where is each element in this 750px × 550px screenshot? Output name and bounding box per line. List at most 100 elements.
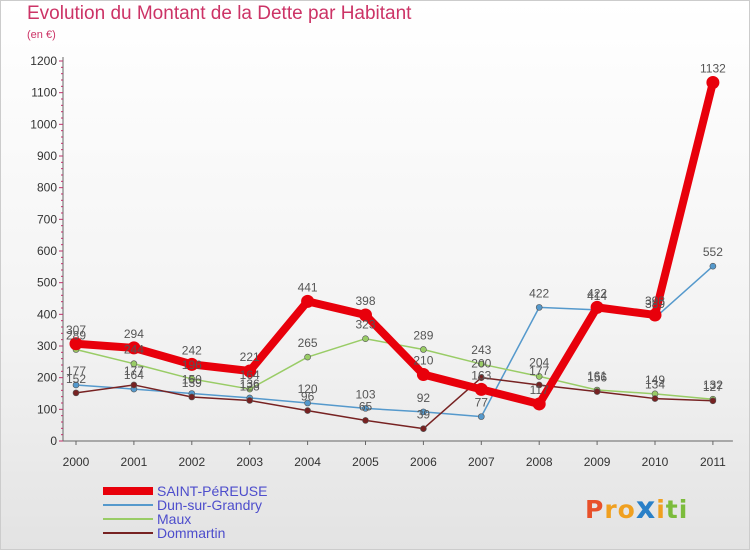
data-label: 210 bbox=[413, 354, 433, 368]
y-tick-label: 500 bbox=[37, 276, 57, 290]
data-label: 196 bbox=[182, 358, 202, 372]
legend-label: SAINT-PéREUSE bbox=[157, 483, 268, 499]
data-point bbox=[304, 407, 311, 414]
data-label: 92 bbox=[417, 391, 431, 405]
data-point bbox=[130, 360, 138, 368]
data-label: 244 bbox=[124, 343, 144, 357]
data-label: 398 bbox=[645, 294, 665, 308]
x-tick-label: 2002 bbox=[178, 455, 205, 469]
data-point bbox=[590, 300, 604, 314]
data-label: 77 bbox=[475, 396, 489, 410]
data-point bbox=[532, 397, 546, 411]
x-tick-label: 2000 bbox=[63, 455, 90, 469]
x-tick-label: 2004 bbox=[294, 455, 321, 469]
y-tick-label: 600 bbox=[37, 244, 57, 258]
y-tick-label: 900 bbox=[37, 149, 57, 163]
data-label: 221 bbox=[240, 350, 260, 364]
data-label: 177 bbox=[66, 364, 86, 378]
data-label: 132 bbox=[703, 378, 723, 392]
chart-subtitle: (en €) bbox=[27, 29, 56, 41]
x-tick-label: 2009 bbox=[584, 455, 611, 469]
data-point bbox=[246, 397, 253, 404]
y-tick-label: 0 bbox=[50, 434, 57, 448]
data-point bbox=[535, 381, 543, 389]
data-label: 136 bbox=[240, 377, 260, 391]
data-label: 422 bbox=[587, 286, 607, 300]
data-point bbox=[477, 413, 485, 420]
y-tick-label: 800 bbox=[37, 181, 57, 195]
legend-item: SAINT-PéREUSE bbox=[103, 483, 363, 499]
data-point bbox=[304, 399, 311, 407]
data-label: 289 bbox=[66, 328, 86, 342]
data-point bbox=[243, 364, 257, 378]
data-point bbox=[651, 395, 659, 402]
data-point bbox=[304, 353, 311, 361]
data-point bbox=[246, 385, 253, 393]
data-point bbox=[706, 76, 720, 90]
y-tick-label: 200 bbox=[37, 371, 57, 385]
legend-item: Dun-sur-Grandry bbox=[103, 497, 363, 513]
data-point bbox=[648, 308, 662, 322]
y-tick-label: 1100 bbox=[31, 86, 57, 100]
data-point bbox=[185, 357, 199, 371]
data-point bbox=[72, 389, 80, 397]
data-point bbox=[362, 417, 369, 424]
data-label: 265 bbox=[298, 336, 318, 350]
y-tick-label: 400 bbox=[37, 307, 57, 321]
data-label: 161 bbox=[587, 369, 607, 383]
x-tick-label: 2010 bbox=[642, 455, 669, 469]
data-point bbox=[477, 360, 485, 368]
data-point bbox=[69, 337, 83, 351]
data-point bbox=[362, 405, 369, 412]
data-label: 164 bbox=[124, 368, 144, 382]
data-label: 441 bbox=[298, 280, 318, 294]
data-point bbox=[593, 388, 601, 395]
data-label: 127 bbox=[703, 380, 723, 394]
data-label: 307 bbox=[66, 323, 86, 337]
data-point bbox=[130, 381, 138, 389]
proxiti-logo: Proxiti bbox=[585, 491, 689, 526]
y-tick-label: 1200 bbox=[30, 54, 57, 68]
data-label: 139 bbox=[182, 376, 202, 390]
data-point bbox=[474, 382, 488, 396]
data-point bbox=[709, 262, 717, 270]
data-label: 163 bbox=[471, 368, 491, 382]
x-tick-label: 2011 bbox=[700, 455, 726, 469]
data-point bbox=[359, 308, 372, 322]
x-tick-label: 2006 bbox=[410, 455, 437, 469]
chart-title: Evolution du Montant de la Dette par Hab… bbox=[27, 3, 412, 24]
x-tick-label: 2005 bbox=[352, 455, 379, 469]
data-label: 294 bbox=[124, 327, 144, 341]
data-label: 289 bbox=[413, 328, 433, 342]
data-point bbox=[420, 346, 427, 353]
data-label: 149 bbox=[645, 373, 665, 387]
data-label: 398 bbox=[355, 294, 375, 308]
data-point bbox=[709, 397, 717, 405]
data-label: 200 bbox=[471, 357, 491, 371]
data-point bbox=[535, 304, 543, 311]
legend-item: Dommartin bbox=[103, 525, 363, 541]
data-label: 414 bbox=[587, 289, 607, 303]
data-point bbox=[301, 294, 315, 308]
legend-label: Dun-sur-Grandry bbox=[157, 497, 263, 513]
data-label: 1132 bbox=[700, 62, 726, 76]
series-line bbox=[75, 376, 714, 430]
data-label: 150 bbox=[182, 373, 202, 387]
data-point bbox=[477, 374, 485, 381]
data-label: 422 bbox=[529, 286, 549, 300]
legend: SAINT-PéREUSE Dun-sur-Grandry Maux Domma… bbox=[103, 483, 363, 541]
legend-swatch bbox=[103, 487, 153, 495]
x-tick-label: 2007 bbox=[468, 455, 495, 469]
data-label: 120 bbox=[298, 382, 318, 396]
y-tick-label: 700 bbox=[37, 212, 57, 226]
data-label: 323 bbox=[355, 318, 375, 332]
data-label: 164 bbox=[240, 368, 260, 382]
legend-swatch bbox=[103, 504, 153, 506]
data-label: 177 bbox=[529, 364, 549, 378]
data-point bbox=[188, 375, 196, 383]
data-point bbox=[416, 368, 430, 381]
data-label: 389 bbox=[645, 297, 665, 311]
data-label: 117 bbox=[530, 383, 549, 397]
